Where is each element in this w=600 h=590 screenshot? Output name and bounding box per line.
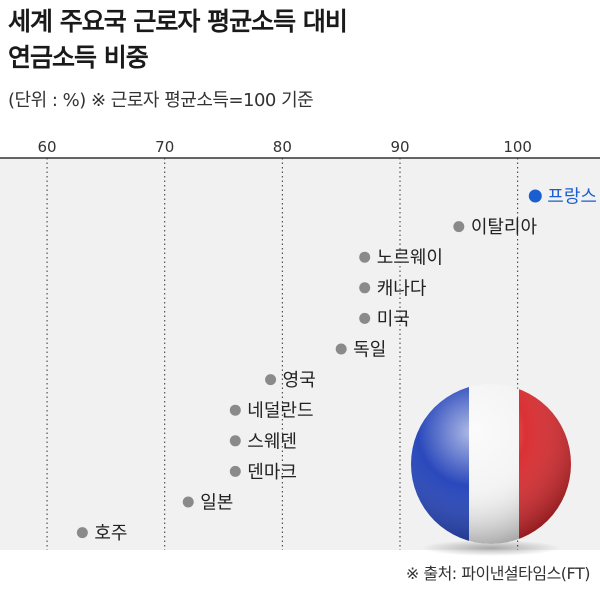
- point-label-5: 독일: [353, 340, 386, 361]
- point-label-11: 호주: [94, 523, 127, 544]
- point-5: [335, 343, 347, 355]
- x-tick-label-60: 60: [38, 138, 57, 156]
- flag-ball-shadow: [421, 540, 561, 556]
- x-tick-labels: 60 70 80 90 100: [38, 138, 532, 156]
- point-7: [229, 404, 241, 416]
- chart-title-line2: 연금소득 비중: [8, 43, 149, 72]
- point-10: [182, 496, 194, 508]
- point-label-8: 스웨덴: [247, 431, 297, 452]
- point-label-6: 영국: [283, 370, 316, 391]
- point-6: [265, 374, 277, 386]
- point-label-3: 캐나다: [377, 278, 427, 299]
- chart-title-line1: 세계 주요국 근로자 평균소득 대비: [8, 7, 348, 36]
- chart-title: 세계 주요국 근로자 평균소득 대비 연금소득 비중: [8, 4, 348, 76]
- point-2: [359, 251, 371, 263]
- point-4: [359, 312, 371, 324]
- flag-shading: [411, 384, 571, 544]
- point-0: [528, 189, 542, 203]
- point-label-0: 프랑스: [547, 187, 597, 208]
- point-label-4: 미국: [377, 309, 410, 330]
- point-1: [453, 221, 465, 233]
- point-11: [76, 527, 88, 539]
- point-label-10: 일본: [200, 493, 233, 514]
- point-label-7: 네덜란드: [247, 401, 313, 422]
- source-note: ※ 출처: 파이낸셜타임스(FT): [405, 564, 591, 583]
- x-tick-label-90: 90: [390, 138, 409, 156]
- x-tick-label-70: 70: [155, 138, 174, 156]
- x-tick-label-100: 100: [503, 138, 532, 156]
- point-9: [229, 465, 241, 477]
- point-label-2: 노르웨이: [377, 248, 443, 269]
- point-3: [359, 282, 371, 294]
- x-tick-label-80: 80: [273, 138, 292, 156]
- point-label-9: 덴마크: [247, 462, 297, 483]
- point-label-1: 이탈리아: [471, 217, 538, 238]
- point-8: [229, 435, 241, 447]
- chart-subtitle: (단위 : %) ※ 근로자 평균소득=100 기준: [8, 90, 314, 111]
